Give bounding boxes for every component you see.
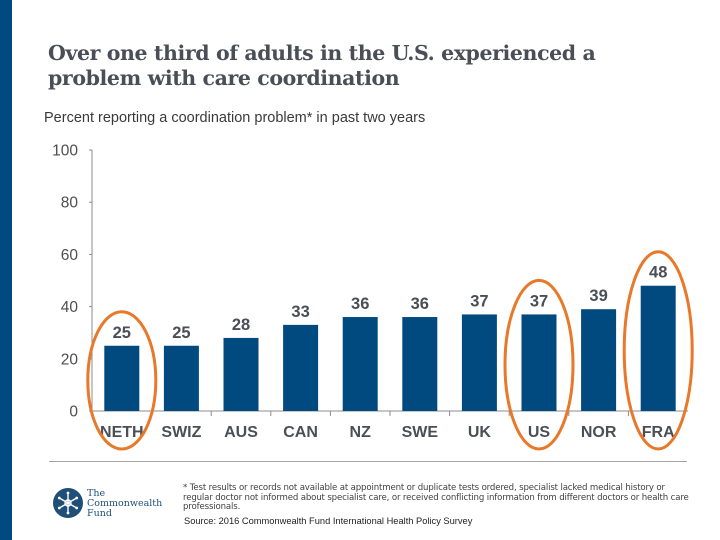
data-label-nor: 39 (589, 287, 607, 305)
x-tick-label-nor: NOR (581, 424, 617, 441)
bar-can (283, 324, 319, 411)
y-tick-label: 40 (61, 299, 79, 316)
x-tick-label-swe: SWE (402, 424, 439, 441)
highlight-ellipse-us (503, 278, 575, 451)
data-label-swiz: 25 (172, 324, 190, 342)
data-label-fra: 48 (649, 264, 667, 282)
data-labels: 25 25 28 33 36 36 37 37 39 48 (113, 264, 668, 342)
bar-swe (402, 317, 438, 411)
highlight-ellipse-neth (86, 310, 158, 451)
accent-sidebar-bar (0, 0, 12, 540)
x-tick-label-nz: NZ (350, 424, 372, 441)
x-tick-label-swiz: SWIZ (161, 424, 201, 441)
bar-fra (640, 285, 676, 411)
source-note: Source: 2016 Commonwealth Fund Internati… (184, 516, 473, 526)
logo-line: The (87, 488, 106, 499)
slide-title: Over one third of adults in the U.S. exp… (48, 41, 596, 90)
bars (104, 285, 676, 411)
chart-subtitle: Percent reporting a coordination problem… (44, 110, 426, 126)
y-tick-label: 60 (61, 247, 79, 264)
logo-wordmark: The Commonwealth Fund (87, 489, 162, 519)
data-label-swe: 36 (411, 295, 429, 313)
data-label-neth: 25 (113, 324, 131, 342)
commonwealth-fund-logo (53, 488, 83, 518)
x-tick-label-fra: FRA (642, 424, 675, 441)
data-label-us: 37 (530, 292, 548, 310)
footnote: * Test results or records not available … (183, 483, 689, 513)
y-tick-label: 100 (52, 143, 78, 160)
y-tick-label: 80 (61, 195, 79, 212)
bar-uk (461, 314, 497, 411)
data-label-can: 33 (291, 303, 309, 321)
bar-us (521, 314, 557, 411)
y-axis: 0 20 40 60 80 100 (52, 143, 93, 421)
x-tick-label-neth: NETH (100, 424, 144, 441)
highlight-ellipse-fra (622, 250, 694, 451)
bar-swiz (163, 345, 199, 411)
logo-line: Commonwealth (87, 498, 163, 509)
bar-nor (581, 309, 617, 411)
y-tick-label: 20 (61, 351, 79, 368)
y-tick-label: 0 (69, 404, 78, 421)
bar-chart: 0 20 40 60 80 100 NETH SWIZ AUS CAN NZ SWE UK US NOR F… (52, 143, 694, 451)
bar-nz (342, 317, 378, 411)
data-label-nz: 36 (351, 295, 369, 313)
logo-line: Fund (87, 508, 112, 519)
x-tick-label-aus: AUS (224, 424, 258, 441)
bar-neth (104, 345, 140, 411)
x-tick-label-can: CAN (283, 424, 318, 441)
x-tick-label-us: US (528, 424, 551, 441)
footer-divider (49, 461, 687, 462)
x-axis: NETH SWIZ AUS CAN NZ SWE UK US NOR FRA (92, 410, 688, 441)
snowflake-emblem-icon (57, 491, 79, 515)
highlight-ellipses (86, 250, 694, 451)
data-label-uk: 37 (470, 292, 488, 310)
x-tick-label-uk: UK (468, 424, 492, 441)
bar-aus (223, 337, 259, 411)
data-label-aus: 28 (232, 316, 250, 334)
